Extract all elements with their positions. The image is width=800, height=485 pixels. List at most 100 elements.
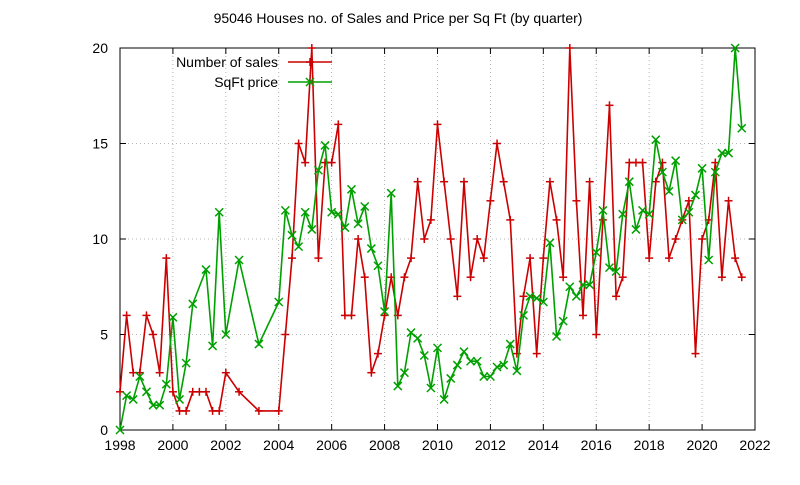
data-point (499, 177, 508, 186)
data-point (201, 265, 211, 275)
data-point (545, 177, 554, 186)
point-mark (353, 219, 363, 229)
data-point (320, 140, 330, 150)
data-point (452, 360, 462, 370)
data-point (651, 177, 660, 186)
data-point (214, 207, 224, 217)
point-mark (664, 186, 674, 196)
y-tick-label: 5 (100, 327, 108, 343)
point-mark (426, 383, 436, 393)
data-point (552, 215, 561, 224)
point-mark (710, 167, 720, 177)
point-mark (651, 135, 661, 145)
data-point (367, 368, 376, 377)
data-point (459, 347, 469, 357)
data-point (485, 371, 495, 382)
data-point (585, 177, 594, 186)
data-point (188, 299, 198, 309)
data-point (122, 311, 131, 320)
data-point (234, 255, 244, 265)
point-mark (518, 310, 529, 320)
point-mark (419, 350, 429, 361)
data-point (506, 215, 515, 224)
x-tick-label: 2014 (528, 437, 559, 453)
data-point (731, 254, 740, 263)
data-point (380, 311, 389, 320)
x-tick-label: 2020 (687, 437, 718, 453)
point-mark (393, 381, 403, 391)
data-point (142, 311, 151, 320)
data-point (710, 167, 720, 177)
point-mark (717, 148, 727, 158)
point-mark (684, 207, 694, 217)
data-point (168, 312, 178, 322)
data-point (684, 196, 693, 205)
x-tick-label: 2010 (422, 437, 453, 453)
y-tick-label: 10 (92, 231, 108, 247)
point-mark (730, 43, 740, 53)
data-point (148, 400, 158, 410)
data-point (433, 120, 442, 129)
legend-label: SqFt price (214, 74, 278, 90)
data-point (657, 167, 667, 177)
data-point (333, 209, 343, 219)
data-point (280, 205, 290, 215)
data-point (592, 330, 601, 339)
point-mark (340, 223, 350, 233)
x-tick-label: 2012 (475, 437, 506, 453)
data-point (691, 349, 700, 358)
x-tick-label: 2000 (157, 437, 188, 453)
data-point (399, 368, 409, 378)
x-tick-label: 2006 (316, 437, 347, 453)
point-mark (188, 299, 198, 309)
data-point (466, 273, 475, 282)
point-mark (406, 328, 416, 338)
point-mark (485, 371, 495, 382)
data-point (585, 280, 595, 290)
data-point (598, 215, 607, 224)
chart-title: 95046 Houses no. of Sales and Price per … (214, 10, 583, 26)
point-mark (585, 280, 595, 290)
data-point (492, 362, 502, 372)
legend: Number of sales SqFt price (176, 54, 332, 90)
data-point (565, 44, 574, 52)
data-point (698, 235, 707, 243)
point-mark (135, 371, 145, 382)
point-mark (505, 339, 515, 349)
data-point (538, 297, 548, 307)
data-point (386, 188, 396, 198)
point-mark (452, 360, 462, 370)
point-mark (657, 167, 667, 177)
point-mark (305, 77, 315, 87)
data-point (532, 293, 542, 303)
data-point (439, 394, 449, 404)
series-number-of-sales (116, 44, 746, 415)
data-point (446, 235, 455, 243)
data-point (393, 381, 403, 391)
point-mark (690, 190, 700, 200)
data-point (440, 177, 449, 186)
data-point (287, 254, 296, 263)
series-sqft-price (115, 43, 747, 435)
data-point (182, 406, 191, 415)
data-point (307, 44, 316, 52)
data-point (472, 356, 482, 366)
data-point (519, 292, 528, 301)
point-mark (638, 205, 648, 215)
data-point (426, 215, 435, 224)
data-point (612, 292, 621, 301)
point-mark (373, 261, 383, 271)
point-mark (439, 394, 449, 404)
data-point (539, 254, 548, 263)
data-point (360, 201, 370, 212)
data-point (591, 247, 601, 257)
data-point (115, 425, 125, 435)
data-point (168, 387, 177, 396)
point-mark (161, 379, 171, 389)
point-mark (128, 394, 138, 404)
point-mark (677, 215, 687, 225)
point-mark (459, 347, 469, 357)
data-point (128, 394, 138, 404)
data-point (737, 123, 747, 133)
data-point (306, 58, 314, 66)
